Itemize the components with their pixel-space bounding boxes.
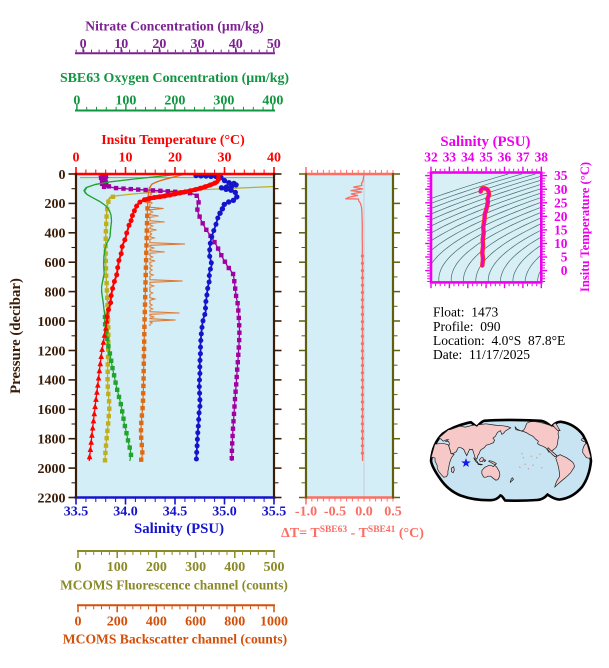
- svg-text:Date: 11/17/2025: Date: 11/17/2025: [433, 347, 530, 362]
- svg-text:1600: 1600: [38, 403, 66, 418]
- svg-text:30: 30: [191, 37, 205, 52]
- svg-text:800: 800: [224, 615, 245, 630]
- svg-text:5: 5: [561, 250, 568, 265]
- svg-text:30: 30: [554, 182, 568, 197]
- svg-text:20: 20: [152, 37, 166, 52]
- svg-text:400: 400: [224, 560, 245, 575]
- svg-text:10: 10: [114, 37, 128, 52]
- svg-text:34: 34: [461, 150, 475, 165]
- svg-text:0: 0: [73, 151, 80, 166]
- svg-text:600: 600: [45, 256, 66, 271]
- svg-text:300: 300: [185, 560, 206, 575]
- svg-text:-0.5: -0.5: [324, 505, 346, 520]
- svg-text:10: 10: [554, 236, 568, 251]
- svg-text:1000: 1000: [38, 315, 66, 330]
- svg-text:34.0: 34.0: [113, 505, 138, 520]
- svg-text:36: 36: [498, 150, 512, 165]
- svg-text:25: 25: [554, 195, 568, 210]
- svg-text:Pressure (decibar): Pressure (decibar): [8, 278, 24, 394]
- svg-text:Insitu Temperature (°C): Insitu Temperature (°C): [101, 133, 245, 148]
- svg-text:0: 0: [75, 560, 82, 575]
- svg-text:37: 37: [516, 150, 530, 165]
- svg-text:MCOMS Fluorescence channel (co: MCOMS Fluorescence channel (counts): [60, 578, 288, 593]
- svg-text:800: 800: [45, 285, 66, 300]
- svg-text:500: 500: [264, 560, 285, 575]
- svg-text:35: 35: [554, 168, 568, 183]
- svg-text:Salinity (PSU): Salinity (PSU): [134, 521, 224, 537]
- svg-text:1000: 1000: [260, 615, 288, 630]
- svg-text:20: 20: [554, 209, 568, 224]
- svg-text:30: 30: [218, 151, 232, 166]
- svg-text:100: 100: [107, 560, 128, 575]
- svg-text:0.0: 0.0: [355, 505, 373, 520]
- svg-text:Float: 1473: Float: 1473: [433, 305, 499, 320]
- svg-text:0.5: 0.5: [384, 505, 402, 520]
- svg-text:2000: 2000: [38, 462, 66, 477]
- svg-text:400: 400: [262, 93, 283, 108]
- svg-text:15: 15: [554, 223, 568, 238]
- svg-text:Insitu Temperature (°C): Insitu Temperature (°C): [578, 162, 592, 292]
- svg-text:0: 0: [59, 168, 66, 183]
- svg-text:0: 0: [80, 37, 87, 52]
- svg-text:Profile: 090: Profile: 090: [433, 319, 501, 334]
- svg-text:35.5: 35.5: [262, 505, 287, 520]
- svg-text:100: 100: [115, 93, 136, 108]
- svg-text:34.5: 34.5: [163, 505, 188, 520]
- svg-text:1800: 1800: [38, 433, 66, 448]
- svg-text:400: 400: [45, 227, 66, 242]
- svg-text:-1.0: -1.0: [295, 505, 317, 520]
- svg-text:Salinity (PSU): Salinity (PSU): [440, 134, 530, 150]
- svg-text:0: 0: [561, 263, 568, 278]
- svg-text:200: 200: [146, 560, 167, 575]
- svg-text:20: 20: [168, 151, 182, 166]
- svg-text:35.0: 35.0: [212, 505, 237, 520]
- svg-text:200: 200: [164, 93, 185, 108]
- svg-text:SBE63 Oxygen Concentration (µm: SBE63 Oxygen Concentration (µm/kg): [60, 71, 289, 86]
- svg-text:38: 38: [535, 150, 549, 165]
- svg-text:MCOMS Backscatter channel (cou: MCOMS Backscatter channel (counts): [63, 632, 287, 648]
- svg-text:600: 600: [185, 615, 206, 630]
- svg-text:300: 300: [213, 93, 234, 108]
- svg-text:200: 200: [107, 615, 128, 630]
- svg-text:33.5: 33.5: [64, 505, 89, 520]
- svg-text:Location: 4.0°S 87.8°E: Location: 4.0°S 87.8°E: [433, 333, 565, 348]
- svg-text:400: 400: [146, 615, 167, 630]
- svg-text:0: 0: [73, 93, 80, 108]
- svg-text:ΔT= TSBE63 - TSBE41 (°C): ΔT= TSBE63 - TSBE41 (°C): [281, 525, 424, 541]
- svg-text:2200: 2200: [38, 491, 66, 506]
- svg-text:33: 33: [443, 150, 457, 165]
- svg-text:40: 40: [229, 37, 243, 52]
- svg-text:40: 40: [267, 151, 281, 166]
- svg-text:1200: 1200: [38, 344, 66, 359]
- svg-text:32: 32: [424, 150, 438, 165]
- svg-text:200: 200: [45, 197, 66, 212]
- svg-text:Nitrate Concentration (µm/kg): Nitrate Concentration (µm/kg): [85, 19, 263, 35]
- svg-text:1400: 1400: [38, 374, 66, 389]
- svg-text:35: 35: [479, 150, 493, 165]
- svg-text:10: 10: [119, 151, 133, 166]
- svg-text:0: 0: [75, 615, 82, 630]
- svg-text:50: 50: [267, 37, 281, 52]
